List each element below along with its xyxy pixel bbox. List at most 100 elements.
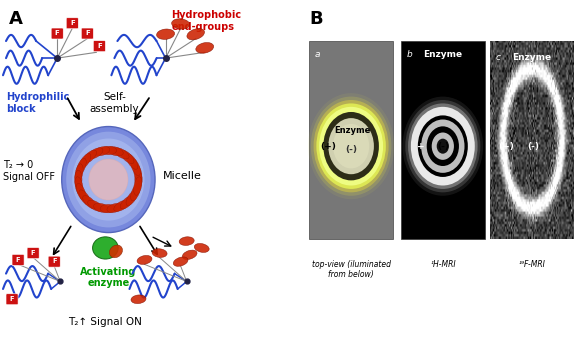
Ellipse shape <box>114 200 129 211</box>
Ellipse shape <box>79 154 91 169</box>
Ellipse shape <box>76 184 86 201</box>
Text: F: F <box>52 259 56 264</box>
Ellipse shape <box>100 205 116 213</box>
Text: B: B <box>309 10 323 28</box>
Ellipse shape <box>120 196 134 209</box>
Ellipse shape <box>114 148 129 159</box>
Text: A: A <box>9 10 23 28</box>
Ellipse shape <box>75 164 83 182</box>
Ellipse shape <box>94 146 110 156</box>
FancyBboxPatch shape <box>66 18 78 29</box>
FancyBboxPatch shape <box>309 41 393 239</box>
Ellipse shape <box>87 200 103 211</box>
Text: Hydrophobic
end-groups: Hydrophobic end-groups <box>171 10 242 32</box>
Ellipse shape <box>187 29 204 40</box>
FancyBboxPatch shape <box>81 28 93 39</box>
Circle shape <box>421 119 464 173</box>
Ellipse shape <box>107 203 123 213</box>
Ellipse shape <box>76 158 86 175</box>
FancyBboxPatch shape <box>51 28 63 39</box>
Text: F: F <box>31 250 35 256</box>
Text: Enzyme: Enzyme <box>512 53 551 62</box>
Circle shape <box>316 103 386 189</box>
Circle shape <box>62 127 155 233</box>
Text: T₂↑ Signal ON: T₂↑ Signal ON <box>68 317 142 327</box>
Ellipse shape <box>182 250 197 260</box>
Text: Activating
enzyme: Activating enzyme <box>80 267 137 288</box>
Text: Self-
assembly: Self- assembly <box>90 92 139 114</box>
Text: F: F <box>97 43 102 49</box>
Ellipse shape <box>173 257 188 266</box>
Circle shape <box>402 96 483 196</box>
Text: Enzyme: Enzyme <box>423 50 463 58</box>
Ellipse shape <box>79 190 91 206</box>
Text: +: + <box>417 142 425 151</box>
Text: (+): (+) <box>498 142 514 151</box>
Ellipse shape <box>195 244 209 252</box>
Ellipse shape <box>109 245 122 258</box>
Text: c: c <box>496 53 501 62</box>
Ellipse shape <box>135 170 142 189</box>
Ellipse shape <box>156 29 175 39</box>
Circle shape <box>437 139 449 154</box>
Text: ¹H-MRI: ¹H-MRI <box>430 260 456 269</box>
Ellipse shape <box>134 177 142 195</box>
Ellipse shape <box>83 196 97 209</box>
Ellipse shape <box>75 170 82 189</box>
Ellipse shape <box>126 190 138 206</box>
Ellipse shape <box>120 150 134 163</box>
Text: b: b <box>406 50 412 58</box>
Circle shape <box>72 139 145 221</box>
Ellipse shape <box>107 146 123 156</box>
Ellipse shape <box>75 177 83 195</box>
Circle shape <box>408 103 478 189</box>
Text: F: F <box>10 296 14 302</box>
Circle shape <box>411 107 475 185</box>
FancyBboxPatch shape <box>401 41 485 239</box>
Circle shape <box>427 126 459 166</box>
Ellipse shape <box>179 237 194 246</box>
Text: (+): (+) <box>321 142 336 151</box>
FancyBboxPatch shape <box>48 256 60 267</box>
Text: ¹⁹F-MRI: ¹⁹F-MRI <box>518 260 545 269</box>
Circle shape <box>308 93 394 199</box>
Text: a: a <box>315 50 320 58</box>
FancyBboxPatch shape <box>12 254 24 265</box>
Ellipse shape <box>171 19 190 29</box>
Ellipse shape <box>196 42 214 53</box>
Text: T₂ → 0
Signal OFF: T₂ → 0 Signal OFF <box>3 160 55 182</box>
FancyBboxPatch shape <box>27 248 39 259</box>
Ellipse shape <box>131 184 141 201</box>
Circle shape <box>432 132 454 160</box>
Text: top-view (iluminated
from below): top-view (iluminated from below) <box>312 260 391 279</box>
Ellipse shape <box>137 255 152 264</box>
Text: F: F <box>55 30 60 36</box>
Text: (-): (-) <box>345 145 357 154</box>
Text: F: F <box>16 257 20 263</box>
Circle shape <box>418 115 468 177</box>
Circle shape <box>323 112 379 180</box>
Ellipse shape <box>152 249 167 258</box>
Text: Micelle: Micelle <box>163 171 201 181</box>
Text: F: F <box>85 30 90 36</box>
Ellipse shape <box>87 148 103 159</box>
Circle shape <box>311 96 391 196</box>
Text: F: F <box>70 20 75 26</box>
Ellipse shape <box>134 164 142 182</box>
Text: (-): (-) <box>437 142 449 151</box>
Circle shape <box>333 124 369 168</box>
FancyBboxPatch shape <box>93 41 105 52</box>
Ellipse shape <box>83 150 97 163</box>
Circle shape <box>314 100 389 192</box>
Circle shape <box>66 132 151 227</box>
FancyBboxPatch shape <box>6 294 18 305</box>
Ellipse shape <box>100 146 116 155</box>
Circle shape <box>405 100 481 192</box>
Text: Enzyme: Enzyme <box>334 126 371 135</box>
Circle shape <box>328 118 374 174</box>
Ellipse shape <box>93 237 118 259</box>
Circle shape <box>319 107 383 185</box>
Text: (-): (-) <box>527 142 540 151</box>
Ellipse shape <box>94 203 110 213</box>
Ellipse shape <box>131 158 141 175</box>
